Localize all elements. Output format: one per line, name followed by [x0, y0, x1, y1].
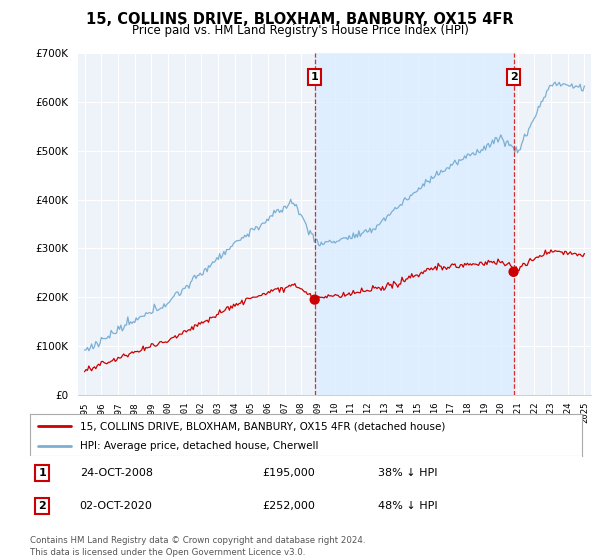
Text: 38% ↓ HPI: 38% ↓ HPI	[378, 468, 437, 478]
Text: 48% ↓ HPI: 48% ↓ HPI	[378, 501, 437, 511]
Text: 2: 2	[38, 501, 46, 511]
Point	[509, 267, 518, 276]
Text: 15, COLLINS DRIVE, BLOXHAM, BANBURY, OX15 4FR: 15, COLLINS DRIVE, BLOXHAM, BANBURY, OX1…	[86, 12, 514, 27]
Text: HPI: Average price, detached house, Cherwell: HPI: Average price, detached house, Cher…	[80, 441, 318, 451]
Text: £252,000: £252,000	[262, 501, 315, 511]
Point	[310, 295, 319, 304]
Text: 24-OCT-2008: 24-OCT-2008	[80, 468, 152, 478]
Text: £195,000: £195,000	[262, 468, 314, 478]
Bar	[314, 53, 514, 395]
Text: Contains HM Land Registry data © Crown copyright and database right 2024.: Contains HM Land Registry data © Crown c…	[30, 536, 365, 545]
Text: 02-OCT-2020: 02-OCT-2020	[80, 501, 152, 511]
Text: 2: 2	[509, 72, 517, 82]
Text: This data is licensed under the Open Government Licence v3.0.: This data is licensed under the Open Gov…	[30, 548, 305, 557]
Text: 1: 1	[311, 72, 319, 82]
Text: Price paid vs. HM Land Registry's House Price Index (HPI): Price paid vs. HM Land Registry's House …	[131, 24, 469, 36]
Text: 1: 1	[38, 468, 46, 478]
Text: 15, COLLINS DRIVE, BLOXHAM, BANBURY, OX15 4FR (detached house): 15, COLLINS DRIVE, BLOXHAM, BANBURY, OX1…	[80, 421, 445, 431]
